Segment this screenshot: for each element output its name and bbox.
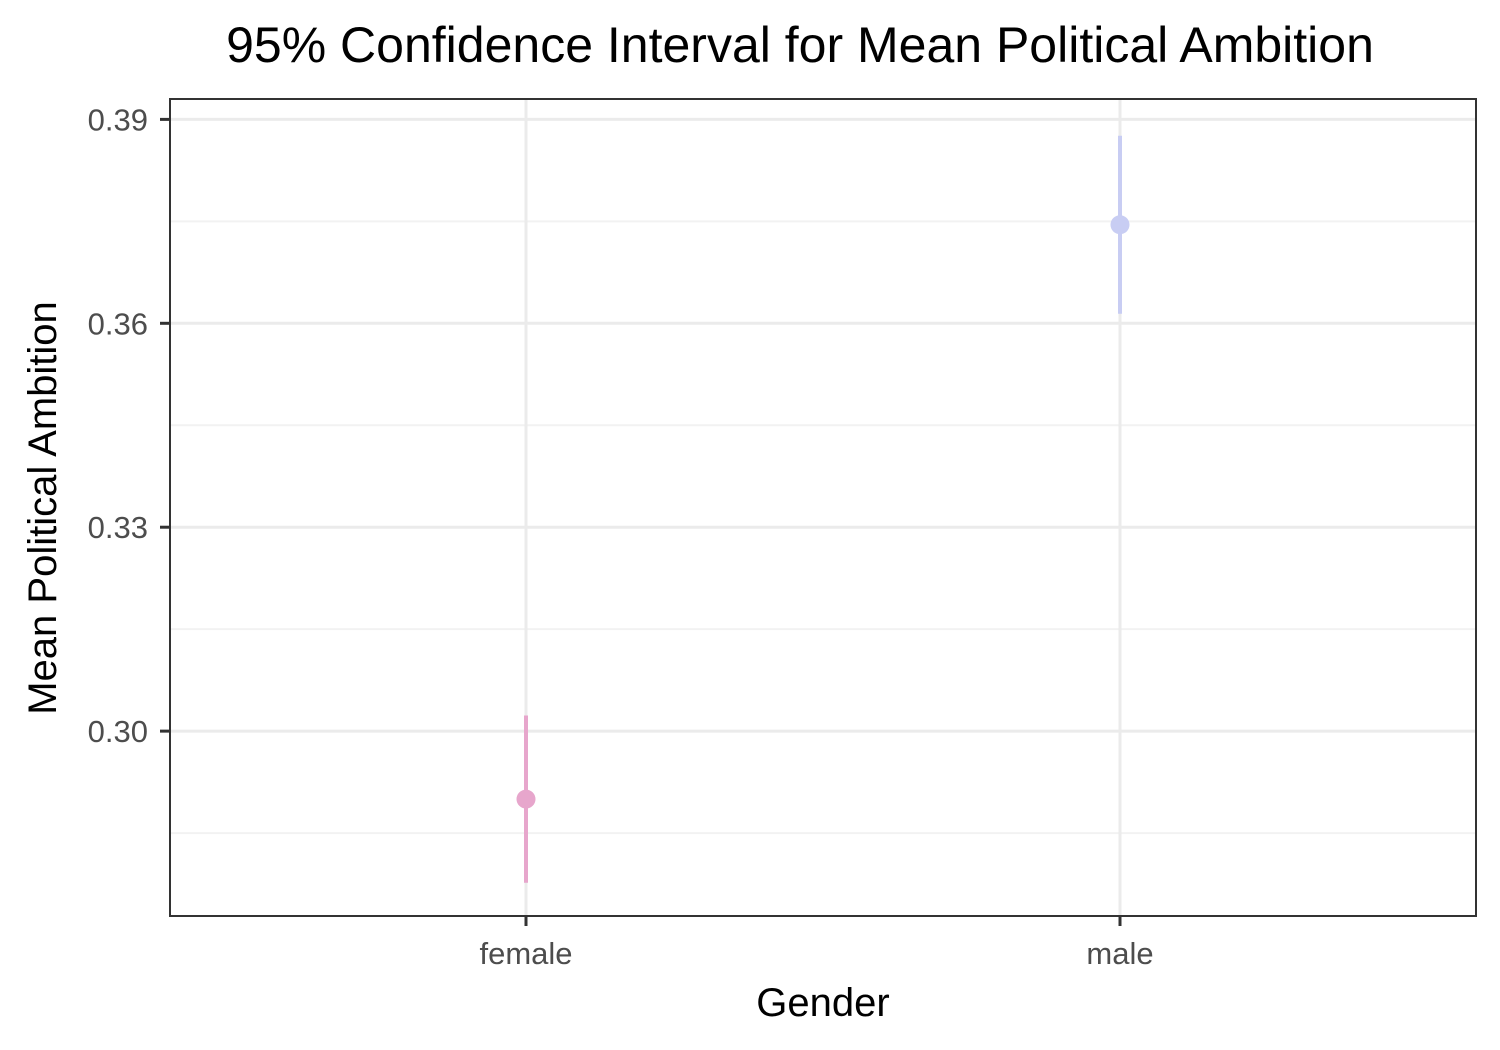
x-axis-title: Gender (756, 981, 889, 1025)
x-tick-label-female: female (479, 936, 572, 971)
marks-layer (516, 135, 1130, 883)
y-axis-title: Mean Political Ambition (21, 301, 65, 715)
y-tick-label: 0.36 (88, 306, 148, 341)
x-tick-label-male: male (1086, 936, 1153, 971)
panel-border (169, 98, 1477, 917)
grid-layer (170, 99, 1476, 916)
y-tick-label: 0.33 (88, 510, 148, 545)
chart-title: 95% Confidence Interval for Mean Politic… (226, 17, 1374, 73)
point-male (1110, 215, 1130, 235)
y-tick-label: 0.39 (88, 102, 148, 137)
y-tick-label: 0.30 (88, 714, 148, 749)
point-female (516, 789, 536, 809)
axes-layer: 0.30 0.33 0.36 0.39 female male (88, 102, 1154, 971)
